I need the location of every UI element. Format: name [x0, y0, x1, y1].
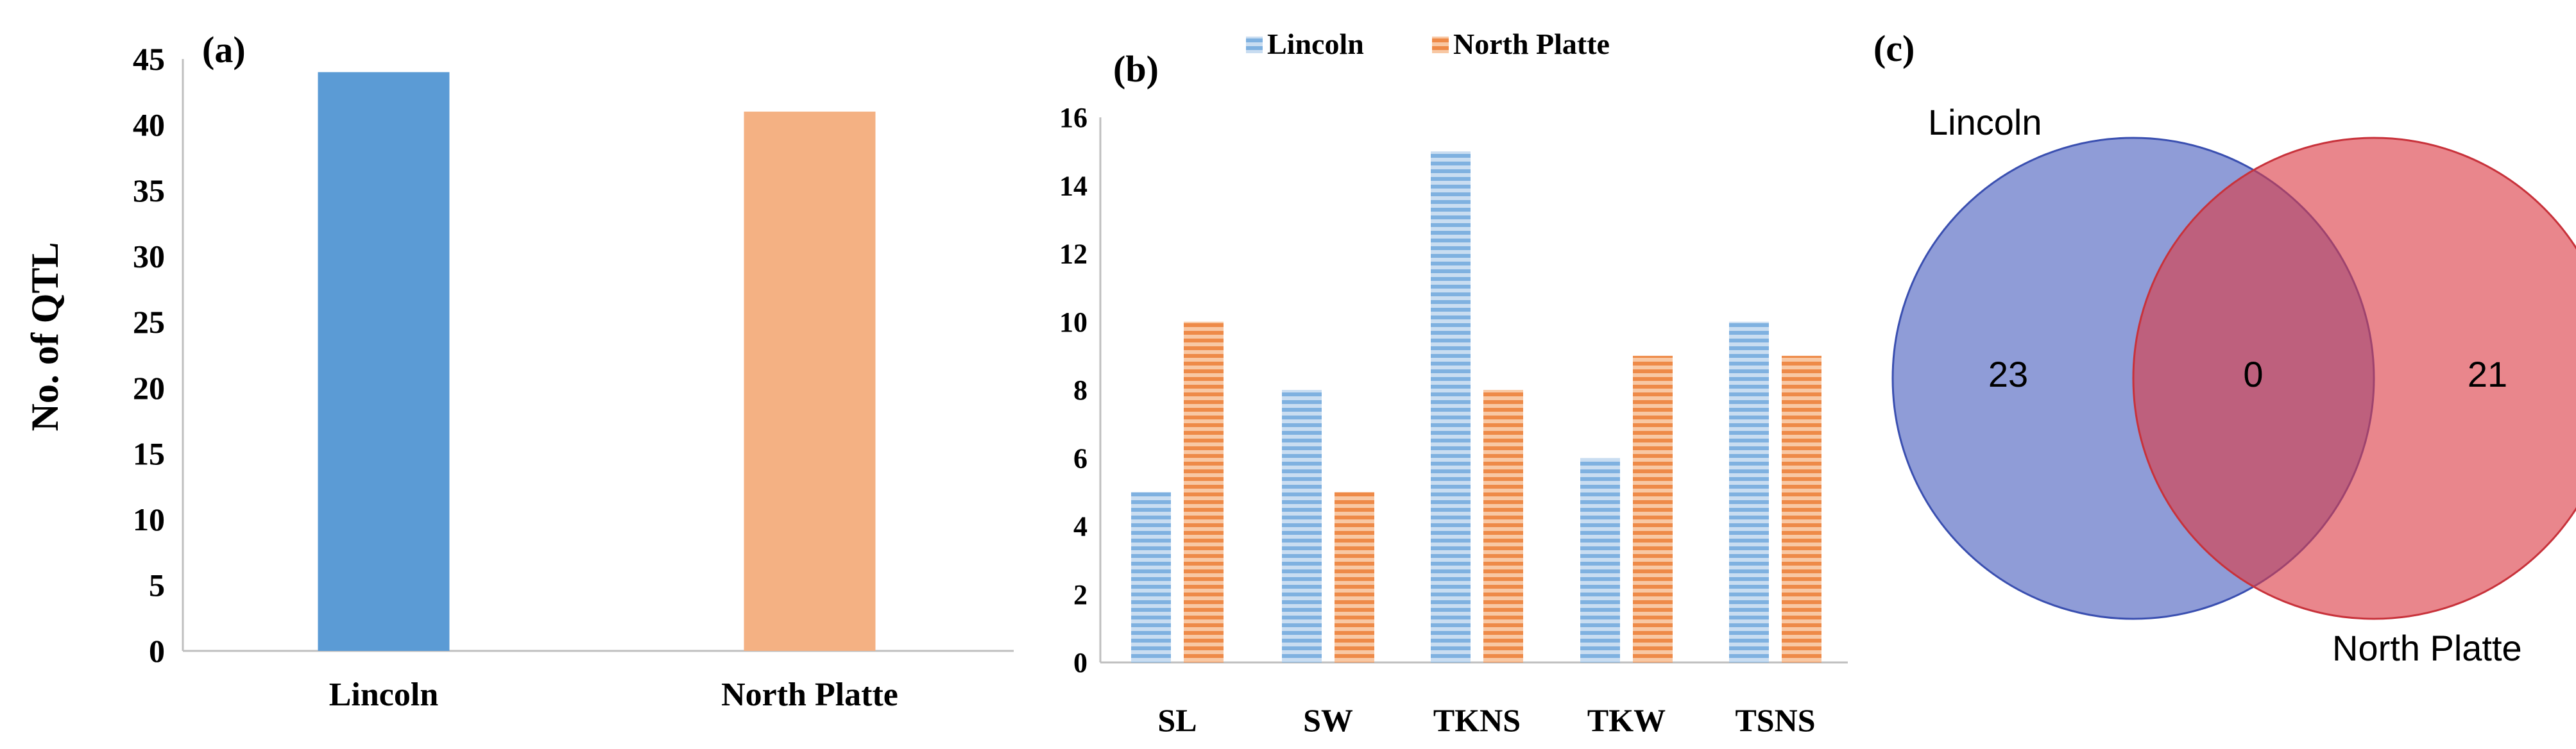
- panel-b-xtick-label: SL: [1157, 702, 1197, 738]
- panel-b-ytick-label: 8: [1073, 374, 1088, 406]
- panel-a-ytick-label: 10: [133, 501, 165, 537]
- panel-b-bar-sl-north-platte: [1184, 321, 1224, 662]
- panel-b-bar-tkw-north-platte: [1633, 355, 1673, 662]
- venn-circle-north-platte: [2132, 137, 2576, 620]
- panel-b-xtick-label: TSNS: [1735, 702, 1815, 738]
- panel-a-ytick-label: 0: [149, 633, 165, 669]
- venn-count-north-platte-only: 21: [2468, 354, 2507, 394]
- panel-a-ytick-label: 20: [133, 370, 165, 406]
- panel-b-bar-tsns-north-platte: [1782, 355, 1821, 662]
- panel-b-bar-tkw-lincoln: [1580, 458, 1620, 662]
- panel-a-label: (a): [202, 29, 246, 71]
- panel-b-ytick-label: 10: [1059, 307, 1088, 338]
- venn-set-label-north-platte: North Platte: [2332, 628, 2522, 668]
- panel-b-bar-sl-lincoln: [1131, 492, 1171, 662]
- panel-b-ytick-label: 6: [1073, 442, 1088, 474]
- panel-a-bar-lincoln: [318, 72, 450, 651]
- panel-a-xtick-label: Lincoln: [329, 677, 439, 713]
- panel-a-ylabel: No. of QTL: [24, 242, 66, 431]
- panel-b-bar-sw-north-platte: [1335, 492, 1374, 662]
- panel-b-label: (b): [1113, 48, 1159, 90]
- panel-b-xtick-label: SW: [1303, 702, 1353, 738]
- panel-b-bar-tkns-north-platte: [1483, 390, 1523, 662]
- panel-b-ytick-label: 16: [1059, 102, 1088, 133]
- panel-a-ytick-label: 35: [133, 173, 165, 208]
- venn-set-label-lincoln: Lincoln: [1928, 102, 2042, 142]
- venn-count-intersection: 0: [2243, 354, 2263, 394]
- panel-a-ytick-label: 40: [133, 107, 165, 143]
- panel-b-ytick-label: 4: [1073, 511, 1088, 543]
- panel-b-bar-sw-lincoln: [1282, 390, 1322, 662]
- legend-swatch-north-platte: [1432, 37, 1449, 53]
- panel-a-ytick-label: 45: [133, 41, 165, 77]
- panel-b-ytick-label: 2: [1073, 579, 1088, 610]
- panel-b-ytick-label: 14: [1059, 170, 1088, 201]
- legend-label-north-platte: North Platte: [1453, 28, 1610, 60]
- panel-b-bar-tkns-lincoln: [1431, 151, 1471, 662]
- panel-a-chart: (a) No. of QTL 0 5 10 15 20 25 30 35 40 45 Lincol…: [24, 29, 1014, 713]
- panel-b-xtick-label: TKNS: [1433, 702, 1521, 738]
- panel-b-ytick-label: 12: [1059, 239, 1088, 270]
- panel-a-ytick-label: 30: [133, 239, 165, 274]
- legend-swatch-lincoln: [1246, 37, 1263, 53]
- panel-b-legend: Lincoln North Platte: [1246, 28, 1610, 60]
- panel-a-bar-north-platte: [744, 112, 876, 652]
- panel-c-venn: (c) Lincoln North Platte 23 0 21: [1873, 28, 2576, 668]
- panel-a-ytick-label: 25: [133, 304, 165, 340]
- panel-a-ytick-label: 15: [133, 435, 165, 471]
- panel-a-xtick-label: North Platte: [721, 677, 898, 713]
- panel-b-bar-tsns-lincoln: [1729, 321, 1769, 662]
- venn-count-lincoln-only: 23: [1988, 354, 2028, 394]
- panel-b-xtick-label: TKW: [1587, 702, 1666, 738]
- panel-c-label: (c): [1873, 28, 1915, 69]
- panel-b-chart: (b) Lincoln North Platte 0 2 4 6 8 10 12 14 16 S…: [1059, 28, 1848, 738]
- legend-label-lincoln: Lincoln: [1267, 28, 1364, 60]
- panel-a-ytick-label: 5: [149, 567, 165, 603]
- panel-b-ytick-label: 0: [1073, 647, 1088, 678]
